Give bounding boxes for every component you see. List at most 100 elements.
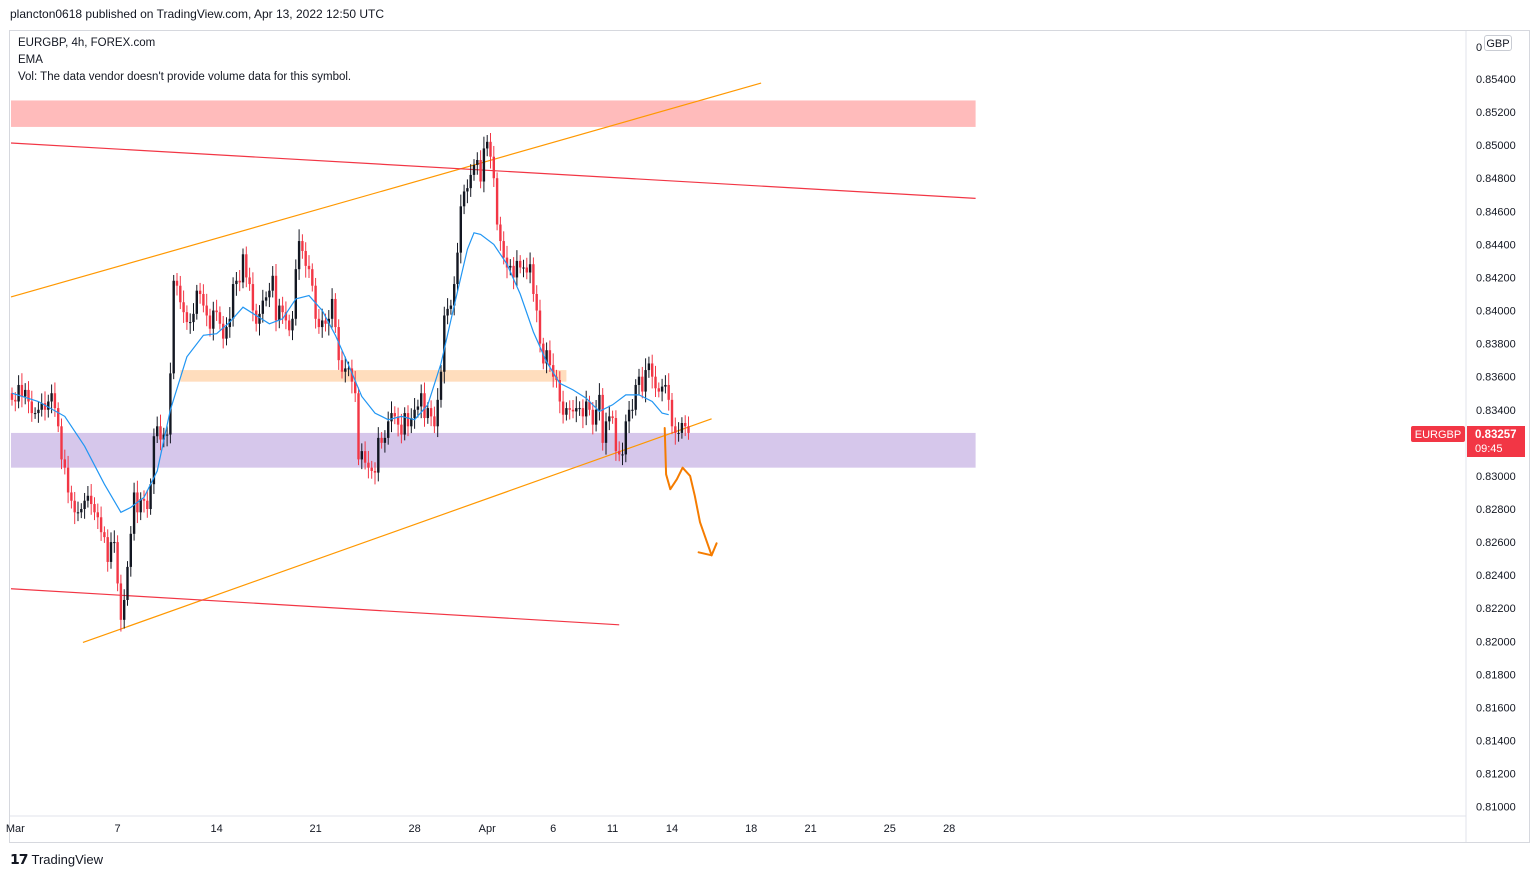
- candle-body: [400, 424, 403, 435]
- candle-body: [60, 426, 63, 460]
- candle-body: [53, 393, 57, 409]
- candle-body: [278, 305, 281, 321]
- price-tick-label: 0.83800: [1476, 339, 1516, 351]
- price-tick-label: 0.83400: [1476, 405, 1516, 417]
- candle-body: [387, 421, 390, 438]
- candle-body: [651, 363, 654, 377]
- candle: [179, 275, 182, 310]
- candle-body: [182, 302, 185, 313]
- candle-body: [660, 386, 664, 392]
- candle: [446, 298, 449, 325]
- candle: [677, 422, 680, 442]
- candle-body: [495, 178, 499, 225]
- candle-body: [202, 293, 205, 306]
- candle-body: [192, 313, 195, 323]
- candle: [492, 145, 495, 187]
- symbol-info[interactable]: EURGBP, 4h, FOREX.com: [18, 37, 156, 49]
- candle: [598, 383, 601, 421]
- candle-body: [423, 393, 426, 419]
- candle: [528, 252, 532, 284]
- candle: [73, 491, 76, 525]
- candle: [443, 306, 446, 384]
- candle: [429, 400, 433, 427]
- candle: [182, 290, 185, 323]
- candle-body: [684, 423, 687, 427]
- price-tick-label: 0.81600: [1476, 702, 1516, 714]
- candle: [152, 428, 156, 494]
- candle: [459, 194, 462, 264]
- price-tick-label: 0.81400: [1476, 736, 1516, 748]
- candle-body: [482, 148, 486, 182]
- candle-body: [439, 371, 443, 400]
- candle: [47, 394, 50, 418]
- candle-body: [37, 409, 40, 414]
- candle: [132, 482, 136, 541]
- candle-body: [93, 504, 96, 513]
- candle-body: [119, 583, 123, 620]
- candle: [499, 216, 502, 251]
- candle-body: [73, 500, 76, 513]
- candle: [274, 264, 278, 332]
- candle-body: [618, 451, 621, 455]
- candle: [604, 412, 608, 455]
- candle: [198, 282, 202, 304]
- candle-body: [159, 426, 162, 440]
- candle-body: [238, 280, 241, 283]
- candle: [146, 489, 149, 518]
- candle: [264, 291, 268, 307]
- candle: [684, 415, 687, 437]
- lower-red-line: [10, 588, 620, 626]
- candle-body: [103, 532, 106, 538]
- candle: [687, 416, 690, 440]
- candle-body: [373, 470, 377, 473]
- candle-body: [83, 500, 86, 510]
- candle-body: [604, 421, 608, 443]
- candle-body: [446, 308, 449, 316]
- candle-body: [528, 264, 532, 273]
- time-tick-label: 11: [607, 823, 618, 835]
- candle: [472, 159, 476, 181]
- candle-body: [43, 403, 47, 410]
- candle-body: [545, 350, 548, 364]
- candle-body: [195, 290, 198, 314]
- price-tick-label: 0.82400: [1476, 570, 1516, 582]
- candle: [311, 263, 314, 292]
- price-tick-label: 0.81000: [1476, 802, 1516, 814]
- candle: [660, 378, 664, 402]
- price-tick-label: 0.81200: [1476, 769, 1516, 781]
- candle: [519, 255, 522, 274]
- candle-body: [614, 418, 618, 452]
- candle-body: [624, 421, 627, 455]
- ema-indicator-label[interactable]: EMA: [18, 54, 43, 66]
- candle-body: [212, 310, 215, 329]
- candle: [241, 248, 245, 289]
- candle-body: [264, 297, 268, 301]
- candle-body: [17, 384, 20, 402]
- currency-button[interactable]: GBP: [1484, 35, 1512, 51]
- candle: [594, 400, 598, 432]
- candle-body: [627, 409, 631, 422]
- price-tick-label: 0.85400: [1476, 74, 1516, 86]
- price-axis: 0.85400 0.85200 0.85000 0.84800 0.84600 0.844…: [1476, 74, 1516, 814]
- candle-body: [27, 389, 30, 402]
- candle-body: [486, 141, 489, 149]
- candle-body: [578, 408, 581, 410]
- time-tick-label: 14: [210, 823, 222, 835]
- candle: [654, 365, 657, 398]
- candle-body: [255, 310, 258, 324]
- candle-body: [47, 401, 50, 410]
- candle: [571, 400, 575, 419]
- candle: [357, 387, 360, 466]
- candle-body: [235, 280, 238, 285]
- candle: [129, 526, 132, 577]
- candle-body: [113, 542, 116, 544]
- candle: [538, 299, 542, 353]
- candle-body: [380, 437, 383, 443]
- candle: [476, 152, 479, 175]
- candle-body: [142, 499, 146, 501]
- candle: [307, 255, 311, 278]
- candle-body: [667, 384, 670, 400]
- candle-body: [499, 224, 502, 242]
- candle: [33, 407, 37, 419]
